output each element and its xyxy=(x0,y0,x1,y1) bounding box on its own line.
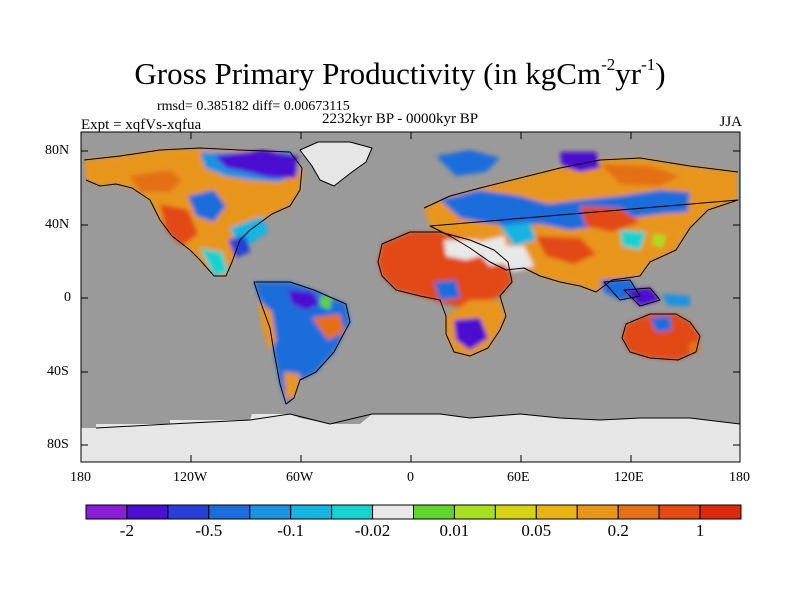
colorbar-label: -0.02 xyxy=(354,521,391,540)
colorbar-label: -0.5 xyxy=(195,521,223,540)
plot-title: Gross Primary Productivity (in kgCm-2yr-… xyxy=(134,55,666,91)
colorbar-swatch xyxy=(699,504,742,520)
colorbar-swatch xyxy=(535,504,578,520)
stats-line: rmsd= 0.385182 diff= 0.00673115 xyxy=(157,99,350,114)
land-field xyxy=(84,148,738,404)
colorbar-swatch xyxy=(85,504,128,520)
colorbar-label: -0.1 xyxy=(277,521,305,540)
colorbar-swatch xyxy=(494,504,537,520)
lon-label-120w: 120W xyxy=(173,470,208,485)
colorbar-swatch xyxy=(249,504,292,520)
lat-label-40s: 40S xyxy=(47,364,69,379)
lon-label-180e: 180 xyxy=(729,470,750,485)
lon-label-60e: 60E xyxy=(507,470,530,485)
map-ticks xyxy=(81,132,740,462)
lat-label-0: 0 xyxy=(64,290,71,305)
lat-label-40n: 40N xyxy=(45,217,70,232)
colorbar-label: 1 xyxy=(695,521,705,540)
coastlines xyxy=(83,141,740,429)
experiment-label: Expt = xqfVs-xqfua xyxy=(81,117,202,133)
colorbar-swatch xyxy=(617,504,660,520)
colorbar-swatch xyxy=(372,504,414,520)
colorbar-swatch xyxy=(290,504,333,520)
colorbar-swatch xyxy=(126,504,169,520)
colorbar-label: 0.01 xyxy=(439,521,470,540)
lon-label-0: 0 xyxy=(407,470,414,485)
lon-label-120e: 120E xyxy=(614,470,644,485)
colorbar-swatch xyxy=(167,504,210,520)
colorbar-swatch xyxy=(658,504,701,520)
colorbar-label: -2 xyxy=(119,521,134,540)
colorbar-swatch xyxy=(413,504,455,520)
colorbar-swatch xyxy=(331,504,374,520)
colorbar-label: 0.2 xyxy=(607,521,629,540)
lat-label-80s: 80S xyxy=(47,437,69,452)
season-label: JJA xyxy=(719,114,742,130)
colorbar-swatch xyxy=(453,504,496,520)
lon-label-180w: 180 xyxy=(70,470,91,485)
lon-label-60w: 60W xyxy=(286,470,314,485)
colorbar-label: 0.05 xyxy=(521,521,552,540)
lat-label-80n: 80N xyxy=(45,143,70,158)
period-label: 2232kyr BP - 0000kyr BP xyxy=(322,111,479,127)
colorbar xyxy=(85,504,742,520)
greenland-ice xyxy=(300,142,372,186)
antarctica-ice xyxy=(81,414,740,462)
colorbar-swatch xyxy=(208,504,251,520)
colorbar-swatch xyxy=(576,504,619,520)
